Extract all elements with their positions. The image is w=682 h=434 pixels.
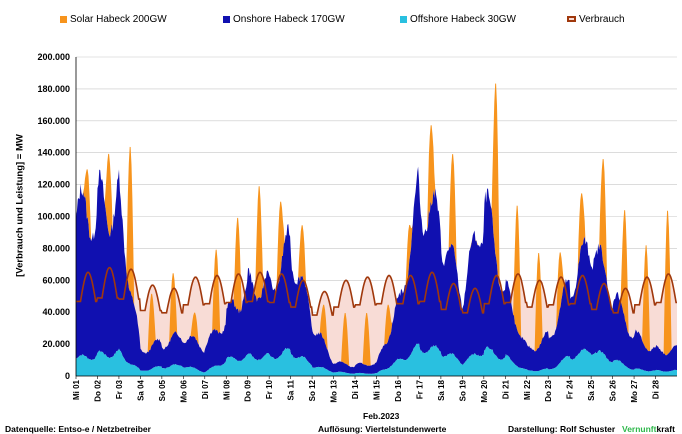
- x-tick-label: Fr 17: [415, 379, 424, 399]
- footer-brand: Vernunftkraft: [622, 424, 675, 434]
- x-tick-label: Fr 10: [265, 379, 274, 399]
- x-axis-title: Feb.2023: [363, 411, 400, 421]
- legend-offshore-swatch: [400, 15, 407, 23]
- x-tick-label: Mi 15: [373, 379, 382, 400]
- x-tick-label: So 05: [158, 379, 167, 401]
- x-tick-label: Di 14: [351, 379, 360, 399]
- x-tick-label: Fr 03: [115, 379, 124, 399]
- legend-verbrauch-label: Verbrauch: [579, 14, 625, 25]
- x-tick-label: Mo 20: [480, 379, 489, 402]
- legend-onshore: Onshore Habeck 170GW: [223, 14, 345, 25]
- legend: Solar Habeck 200GW Onshore Habeck 170GW …: [0, 14, 682, 32]
- x-tick-label: Di 21: [501, 379, 510, 399]
- x-tick-label: Do 23: [544, 379, 553, 401]
- footer-resolution: Auflösung: Viertelstundenwerte: [318, 424, 447, 434]
- legend-onshore-label: Onshore Habeck 170GW: [233, 14, 345, 25]
- y-tick-label: 200.000: [37, 52, 70, 62]
- y-tick-label: 40.000: [42, 307, 70, 317]
- x-tick-label: Mo 27: [630, 379, 639, 402]
- x-tick-label: Sa 25: [587, 379, 596, 400]
- legend-solar-swatch: [60, 15, 67, 23]
- x-tick-label: Sa 04: [136, 379, 145, 400]
- y-tick-label: 180.000: [37, 84, 70, 94]
- legend-verbrauch: Verbrauch: [567, 14, 625, 25]
- x-tick-label: Mi 08: [222, 379, 231, 400]
- legend-verbrauch-swatch: [567, 16, 576, 23]
- x-tick-label: Mi 22: [523, 379, 532, 400]
- legend-solar-label: Solar Habeck 200GW: [70, 14, 167, 25]
- x-tick-label: Mi 01: [72, 379, 81, 400]
- legend-offshore: Offshore Habeck 30GW: [400, 14, 516, 25]
- legend-solar: Solar Habeck 200GW: [60, 14, 167, 25]
- x-tick-label: Fr 24: [566, 379, 575, 399]
- x-tick-label: So 26: [609, 379, 618, 401]
- series-offshore: [76, 343, 677, 376]
- legend-offshore-label: Offshore Habeck 30GW: [410, 14, 516, 25]
- x-tick-label: Di 28: [652, 379, 661, 399]
- x-tick-label: Sa 18: [437, 379, 446, 400]
- series-onshore: [76, 166, 677, 374]
- y-tick-label: 100.000: [37, 212, 70, 222]
- x-tick-label: Do 09: [244, 379, 253, 401]
- y-tick-label: 140.000: [37, 148, 70, 158]
- y-tick-label: 20.000: [42, 339, 70, 349]
- y-tick-label: 0: [65, 371, 70, 381]
- x-tick-label: Di 07: [201, 379, 210, 399]
- footer-author: Darstellung: Rolf Schuster: [508, 424, 616, 434]
- x-tick-label: So 12: [308, 379, 317, 401]
- y-axis-label: [Verbrauch und Leistung] = MW: [14, 134, 26, 277]
- x-tick-label: Do 02: [93, 379, 102, 401]
- brand-part2: kraft: [656, 424, 675, 434]
- x-tick-label: So 19: [458, 379, 467, 401]
- legend-onshore-swatch: [223, 15, 230, 23]
- x-tick-label: Do 16: [394, 379, 403, 401]
- footer-source: Datenquelle: Entso-e / Netzbetreiber: [5, 424, 151, 434]
- y-tick-label: 60.000: [42, 275, 70, 285]
- y-tick-label: 80.000: [42, 243, 70, 253]
- x-tick-label: Sa 11: [287, 379, 296, 400]
- series-verbrauch-line: [76, 266, 677, 316]
- x-tick-label: Mo 06: [179, 379, 188, 402]
- y-tick-label: 160.000: [37, 116, 70, 126]
- brand-part1: Vernunft: [622, 424, 657, 434]
- x-tick-label: Mo 13: [330, 379, 339, 402]
- y-tick-label: 120.000: [37, 180, 70, 190]
